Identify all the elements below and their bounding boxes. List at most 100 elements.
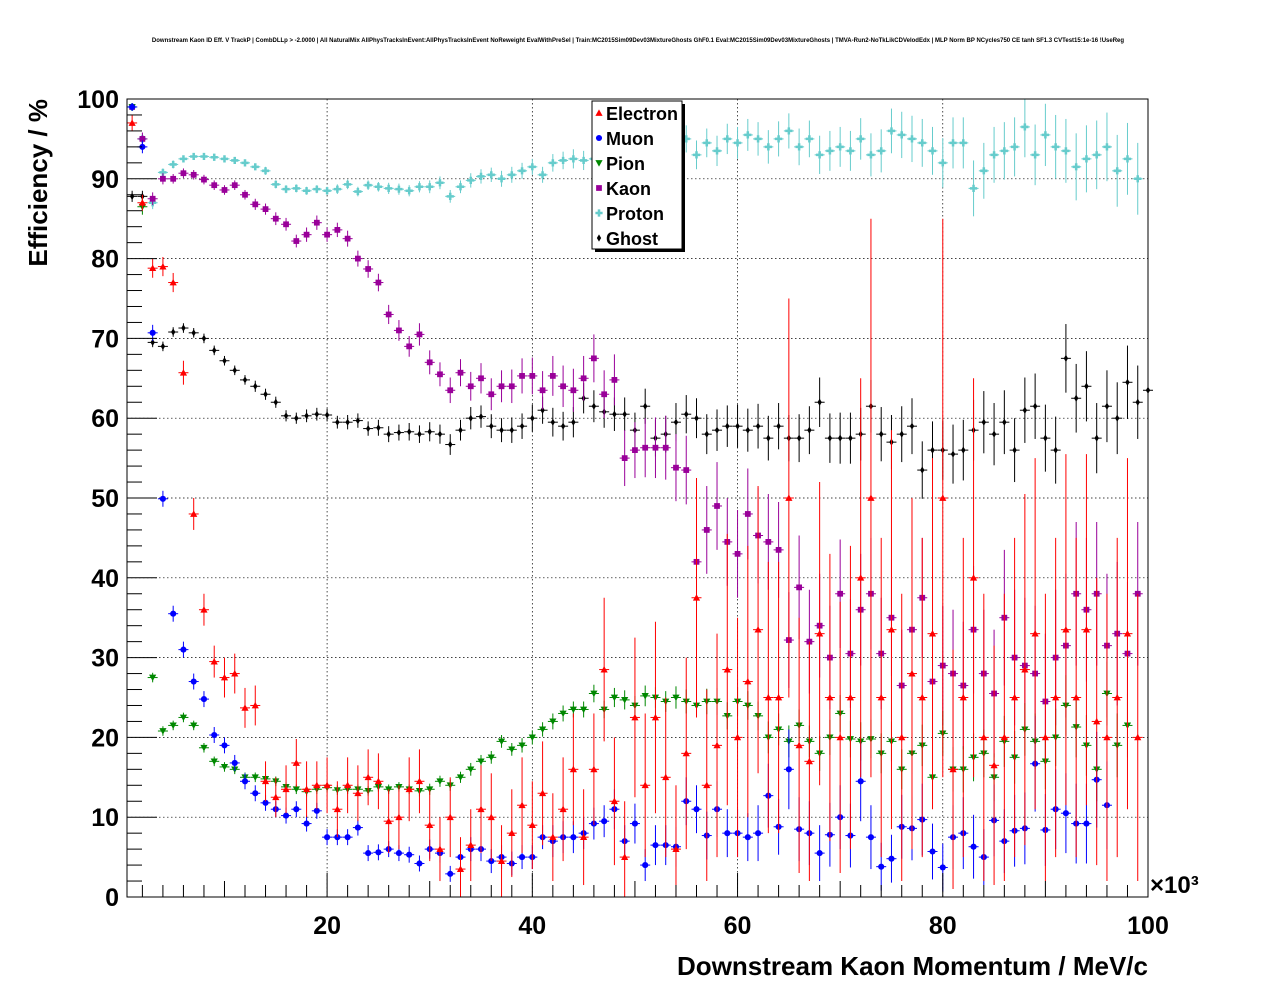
data-point: [210, 657, 218, 665]
y-tick-label: 0: [105, 884, 119, 912]
data-point: [569, 155, 577, 163]
data-point: [755, 830, 762, 837]
data-point: [313, 219, 320, 226]
data-point: [580, 706, 588, 714]
data-point: [1072, 693, 1080, 701]
data-point: [652, 444, 659, 451]
data-point: [1082, 626, 1091, 633]
data-point: [959, 139, 967, 147]
data-point: [456, 774, 465, 781]
data-point: [826, 693, 834, 701]
data-point: [744, 511, 751, 517]
x-tick-label: 40: [518, 912, 546, 940]
data-point: [1063, 354, 1069, 362]
data-point: [221, 742, 228, 749]
data-point: [1052, 693, 1060, 701]
data-point: [304, 412, 309, 420]
data-point: [1115, 414, 1120, 422]
data-point: [684, 410, 689, 418]
data-point: [918, 693, 926, 701]
data-point: [920, 466, 925, 474]
data-point: [1082, 155, 1091, 163]
data-point: [415, 777, 424, 785]
data-point: [436, 179, 444, 187]
data-point: [775, 546, 782, 553]
data-point: [1021, 123, 1029, 131]
data-point: [600, 665, 608, 673]
data-point: [569, 765, 577, 773]
data-point: [508, 746, 516, 753]
data-point: [1083, 820, 1090, 827]
data-point: [201, 334, 207, 342]
data-point: [1012, 446, 1017, 454]
data-point: [795, 741, 803, 749]
data-point: [591, 402, 597, 410]
data-point: [171, 328, 176, 336]
data-point: [324, 411, 330, 419]
data-point: [961, 446, 966, 454]
data-point: [180, 646, 187, 653]
legend-label-pion: Pion: [606, 154, 645, 174]
data-point: [200, 696, 208, 703]
data-point: [662, 773, 670, 781]
data-point: [816, 151, 824, 159]
data-point: [735, 422, 740, 430]
data-point: [764, 693, 772, 701]
data-point: [518, 742, 526, 749]
data-point: [754, 135, 762, 143]
data-point: [477, 172, 485, 181]
data-point: [467, 766, 475, 773]
data-point: [283, 412, 289, 420]
data-point: [652, 842, 659, 849]
data-point: [590, 765, 598, 773]
data-point: [160, 342, 166, 350]
data-point: [1072, 163, 1080, 171]
data-point: [354, 824, 361, 831]
data-point: [376, 424, 381, 432]
data-point: [610, 797, 619, 805]
data-point: [497, 857, 506, 864]
data-point: [939, 494, 947, 501]
data-point: [263, 390, 268, 398]
data-point: [1123, 630, 1132, 637]
data-point: [559, 710, 567, 718]
data-point: [959, 693, 967, 701]
data-point: [672, 845, 680, 852]
data-point: [519, 422, 525, 430]
data-point: [149, 329, 156, 336]
data-point: [149, 195, 156, 202]
data-point: [570, 387, 577, 394]
data-point: [292, 184, 300, 192]
data-point: [693, 806, 700, 813]
data-point: [169, 278, 177, 286]
data-point: [374, 777, 383, 785]
data-point: [519, 854, 526, 861]
y-tick-label: 100: [77, 86, 119, 114]
data-point: [333, 805, 341, 813]
data-point: [538, 726, 547, 734]
data-point: [354, 789, 362, 797]
data-point: [508, 829, 516, 837]
x-tick-label: 80: [929, 912, 957, 940]
data-point: [487, 171, 495, 179]
legend: Electron Muon Pion Kaon Proton Ghost: [591, 100, 685, 252]
data-point: [651, 713, 660, 721]
data-point: [559, 156, 567, 165]
data-point: [467, 383, 474, 390]
data-point: [212, 346, 217, 354]
data-point: [478, 413, 484, 421]
data-point: [682, 135, 690, 143]
data-point: [374, 183, 383, 191]
data-point: [595, 209, 603, 217]
data-point: [456, 865, 465, 872]
data-point: [282, 785, 290, 793]
data-point: [928, 147, 937, 155]
data-point: [426, 359, 433, 366]
data-point: [159, 495, 166, 502]
data-point: [160, 175, 166, 182]
data-point: [395, 185, 403, 193]
data-point: [138, 199, 146, 206]
data-point: [848, 434, 853, 442]
data-point: [477, 758, 485, 765]
data-point: [683, 467, 690, 473]
